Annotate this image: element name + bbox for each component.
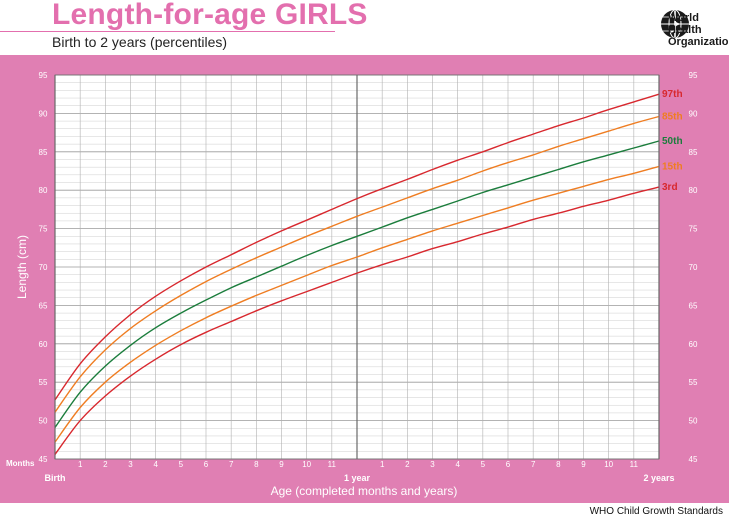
x-tick-month: 8	[556, 460, 561, 469]
x-tick-labels: Birth 1 2 3 4 5 6 7 8 9 10 11 1 year 1 2 3 4 5 6 7 8 9 10 11 2 y…	[45, 460, 675, 483]
y-tick-right: 95	[689, 71, 698, 80]
y-tick-left: 60	[39, 340, 48, 349]
footer-source: WHO Child Growth Standards	[589, 506, 723, 517]
x-tick-month: 6	[204, 460, 209, 469]
y-tick-right: 75	[689, 225, 698, 234]
y-tick-right: 60	[689, 340, 698, 349]
series-label-85th: 85th	[662, 111, 683, 122]
who-logo-text: World Health Organization	[668, 12, 729, 48]
y-tick-left: 75	[39, 225, 48, 234]
plot-border	[54, 74, 660, 460]
y-tick-right: 70	[689, 263, 698, 272]
x-tick-month: 5	[481, 460, 486, 469]
series-line-85th	[54, 115, 660, 413]
x-tick-month: 5	[179, 460, 184, 469]
y-tick-right: 85	[689, 148, 698, 157]
series-labels: 97th 85th 50th 15th 3rd	[662, 89, 683, 193]
chart-subtitle: Birth to 2 years (percentiles)	[52, 34, 228, 50]
x-tick-month: 4	[455, 460, 460, 469]
y-axis-label: Length (cm)	[15, 235, 29, 299]
y-tick-left: 45	[39, 455, 48, 464]
x-tick-month: 1	[78, 460, 83, 469]
x-tick-month: 6	[506, 460, 511, 469]
logo-line-1: World Health	[668, 12, 702, 36]
y-tick-right: 50	[689, 417, 698, 426]
y-tick-labels: 45 45 50 50 55 55 60 60 65 65 70 70 75 75 80 80 85 85 90 90…	[39, 71, 698, 464]
y-tick-right: 55	[689, 378, 698, 387]
series-line-97th	[54, 93, 660, 401]
x-tick-month: 8	[254, 460, 259, 469]
x-tick-year: 1 year	[344, 473, 371, 483]
x-tick-month: 1	[380, 460, 385, 469]
x-tick-year: 2 years	[643, 473, 674, 483]
x-tick-month: 4	[153, 460, 158, 469]
y-tick-left: 80	[39, 186, 48, 195]
y-tick-right: 45	[689, 455, 698, 464]
series-label-50th: 50th	[662, 136, 683, 147]
series-line-15th	[54, 165, 660, 443]
series-label-15th: 15th	[662, 161, 683, 172]
logo-line-2: Organization	[668, 36, 729, 48]
percentile-curves	[54, 93, 660, 455]
y-tick-left: 55	[39, 378, 48, 387]
x-tick-month: 7	[531, 460, 536, 469]
series-label-3rd: 3rd	[662, 182, 678, 193]
x-tick-month: 11	[328, 460, 337, 469]
y-tick-left: 85	[39, 148, 48, 157]
months-label: Months	[6, 459, 35, 468]
x-tick-month: 9	[279, 460, 284, 469]
y-tick-right: 80	[689, 186, 698, 195]
series-label-97th: 97th	[662, 89, 683, 100]
globe-emblem-icon	[661, 9, 689, 39]
chart-title: Length-for-age GIRLS	[52, 0, 368, 31]
y-tick-left: 95	[39, 71, 48, 80]
x-tick-month: 7	[229, 460, 234, 469]
x-tick-month: 9	[581, 460, 586, 469]
who-logo	[661, 9, 689, 39]
y-tick-right: 65	[689, 301, 698, 310]
x-tick-year: Birth	[45, 473, 66, 483]
x-tick-month: 10	[302, 460, 311, 469]
x-tick-month: 3	[128, 460, 133, 469]
title-underline	[0, 31, 335, 32]
y-tick-right: 90	[689, 109, 698, 118]
x-tick-month: 3	[430, 460, 435, 469]
y-tick-left: 70	[39, 263, 48, 272]
x-axis-label: Age (completed months and years)	[271, 484, 458, 498]
x-tick-month: 11	[630, 460, 639, 469]
y-tick-left: 50	[39, 417, 48, 426]
x-tick-month: 2	[405, 460, 410, 469]
series-line-50th	[54, 140, 660, 428]
series-line-3rd	[54, 186, 660, 455]
y-tick-left: 65	[39, 301, 48, 310]
x-tick-month: 10	[604, 460, 613, 469]
y-tick-left: 90	[39, 109, 48, 118]
x-tick-month: 2	[103, 460, 108, 469]
